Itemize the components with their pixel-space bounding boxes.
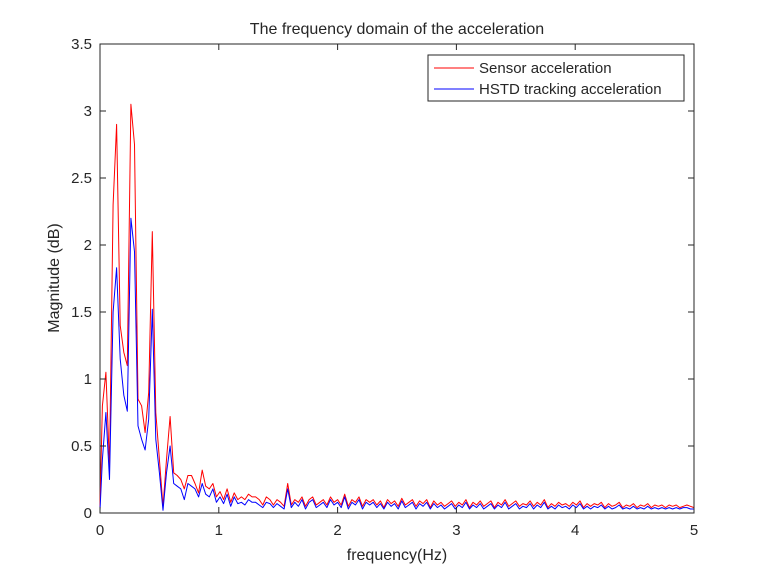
chart-title: The frequency domain of the acceleration (250, 21, 544, 38)
axes-box (99, 43, 695, 514)
plot-area (99, 43, 695, 514)
y-tick-label: 1 (84, 371, 92, 388)
y-tick-label: 0 (84, 505, 92, 522)
x-tick-label: 3 (452, 522, 460, 539)
legend: Sensor acceleration HSTD tracking accele… (427, 54, 685, 102)
legend-box (427, 54, 685, 102)
x-tick-label: 4 (571, 522, 579, 539)
series-line-hstd (99, 217, 694, 511)
y-tick-label: 2 (84, 237, 92, 254)
y-axis-ticks: 0 0.5 1 1.5 2 2.5 3 3.5 (71, 36, 694, 522)
y-tick-label: 1.5 (71, 304, 92, 321)
x-axis-ticks: 0 1 2 3 4 5 (96, 44, 698, 539)
x-tick-label: 1 (215, 522, 223, 539)
legend-label-sensor: Sensor acceleration (479, 60, 612, 77)
x-tick-label: 2 (333, 522, 341, 539)
x-tick-label: 0 (96, 522, 104, 539)
legend-label-hstd: HSTD tracking acceleration (479, 81, 662, 98)
series-layer (99, 103, 695, 511)
x-tick-label: 5 (690, 522, 698, 539)
y-axis-label: Magnitude (dB) (46, 223, 63, 332)
series-line-sensor (99, 103, 695, 509)
y-tick-label: 3 (84, 103, 92, 120)
y-tick-label: 0.5 (71, 438, 92, 455)
y-tick-label: 3.5 (71, 36, 92, 53)
y-tick-label: 2.5 (71, 170, 92, 187)
x-axis-label: frequency(Hz) (347, 547, 447, 564)
